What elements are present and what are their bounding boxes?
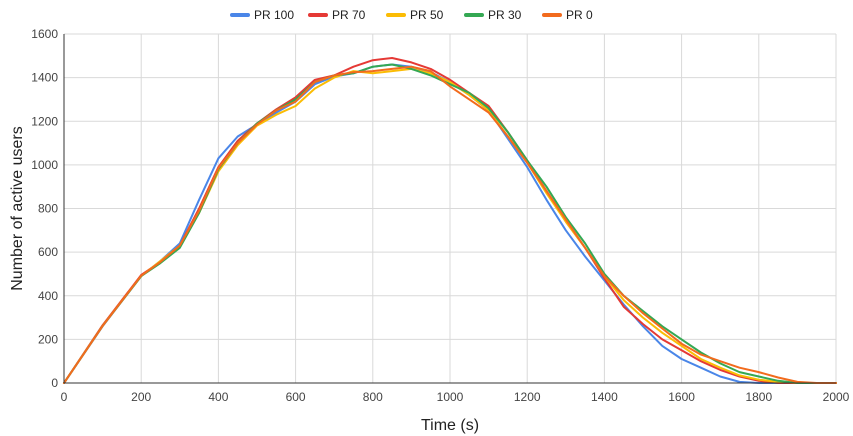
y-tick-label: 0 xyxy=(51,376,58,390)
y-tick-label: 600 xyxy=(38,245,58,259)
legend-label: PR 70 xyxy=(332,8,366,22)
y-tick-label: 1200 xyxy=(31,114,58,128)
y-tick-label: 1600 xyxy=(31,27,58,41)
legend-label: PR 100 xyxy=(254,8,294,22)
legend-label: PR 0 xyxy=(566,8,593,22)
series-line-pr-0 xyxy=(63,65,837,384)
legend-label: PR 30 xyxy=(488,8,522,22)
x-tick-label: 600 xyxy=(286,390,306,404)
axes: 0 200 400 600 800 1000 1200 1400 1600 1800 2000 0 20… xyxy=(31,27,849,404)
y-tick-label: 200 xyxy=(38,332,58,346)
x-axis-title: Time (s) xyxy=(421,417,479,434)
y-tick-label: 1000 xyxy=(31,158,58,172)
x-tick-label: 1000 xyxy=(437,390,464,404)
x-tick-label: 0 xyxy=(61,390,68,404)
x-tick-label: 800 xyxy=(363,390,383,404)
grid xyxy=(64,33,837,383)
y-axis-title: Number of active users xyxy=(9,126,26,291)
x-tick-label: 200 xyxy=(131,390,151,404)
x-tick-label: 400 xyxy=(208,390,228,404)
x-tick-label: 1200 xyxy=(514,390,541,404)
x-tick-label: 1600 xyxy=(668,390,695,404)
legend-label: PR 50 xyxy=(410,8,444,22)
y-tick-label: 1400 xyxy=(31,71,58,85)
x-tick-label: 2000 xyxy=(823,390,850,404)
series-group xyxy=(63,57,837,384)
x-tick-label: 1400 xyxy=(591,390,618,404)
y-tick-label: 400 xyxy=(38,289,58,303)
legend: PR 100 PR 70 PR 50 PR 30 PR 0 xyxy=(230,8,593,22)
x-tick-label: 1800 xyxy=(745,390,772,404)
y-tick-label: 800 xyxy=(38,202,58,216)
